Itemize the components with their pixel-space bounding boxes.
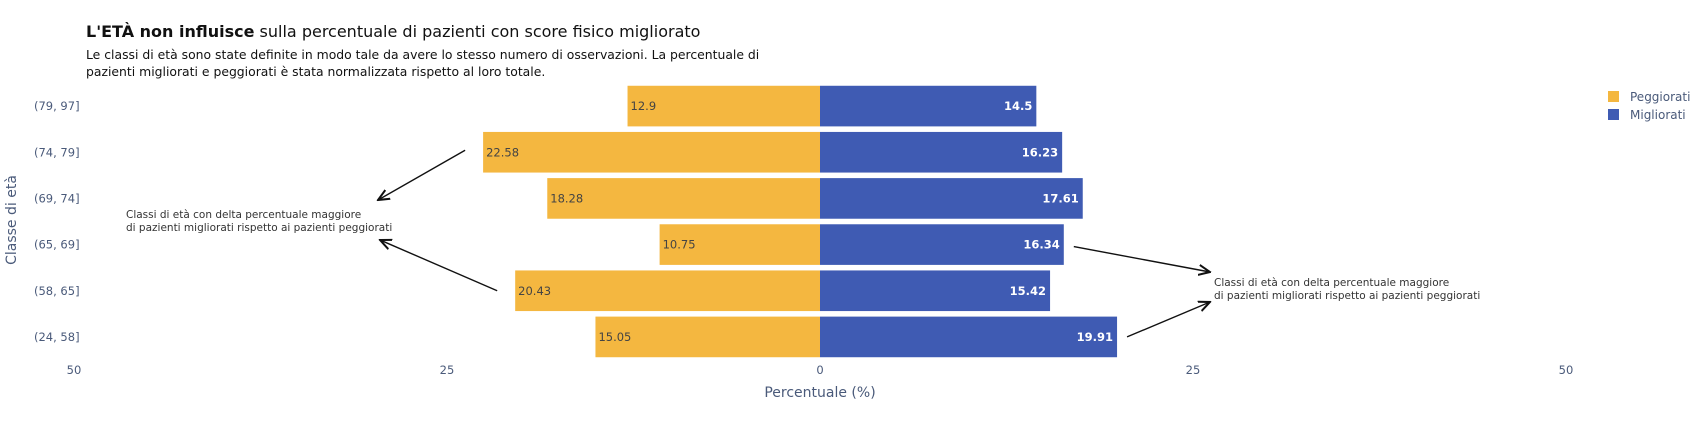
x-tick-label: 25: [440, 363, 455, 377]
y-tick-label: (69, 74]: [34, 191, 80, 205]
chart-subtitle: Le classi di età sono state definite in …: [86, 47, 760, 79]
bar-label-peggiorati-4: 22.58: [486, 145, 519, 159]
bar-migliorati-4[interactable]: [820, 131, 1063, 173]
bar-labels-layer: 15.05 20.43 10.75 18.28 22.58 12.9 19.91 15.42 1…: [486, 99, 1113, 344]
bar-migliorati-0[interactable]: [820, 316, 1118, 358]
bar-label-migliorati-1: 15.42: [1010, 284, 1046, 298]
x-tick-label: 25: [1186, 363, 1201, 377]
annotation-arrow: [1126, 302, 1210, 338]
bars-layer: [483, 85, 1118, 358]
bar-migliorati-1[interactable]: [820, 270, 1051, 312]
y-axis: (24, 58] (58, 65] (65, 69] (69, 74] (74, 79]…: [34, 99, 80, 344]
bar-label-peggiorati-2: 10.75: [663, 238, 696, 252]
annotation-left-text: di pazienti migliorati rispetto ai pazie…: [126, 222, 392, 234]
chart-title-bold: L'ETÀ non influisce: [86, 22, 255, 41]
legend[interactable]: Peggiorati Migliorati: [1608, 90, 1690, 122]
y-tick-label: (58, 65]: [34, 284, 80, 298]
bar-peggiorati-0[interactable]: [595, 316, 820, 358]
bar-migliorati-3[interactable]: [820, 178, 1083, 219]
bar-migliorati-5[interactable]: [820, 85, 1037, 127]
x-tick-label: 0: [816, 363, 823, 377]
legend-swatch-peggiorati[interactable]: [1608, 91, 1619, 102]
chart-title: L'ETÀ non influisce sulla percentuale di…: [86, 22, 700, 41]
legend-swatch-migliorati[interactable]: [1608, 109, 1619, 120]
bar-peggiorati-5[interactable]: [627, 85, 820, 127]
x-axis: 50 25 0 25 50: [67, 363, 1574, 377]
bar-label-peggiorati-3: 18.28: [550, 191, 583, 205]
annotation-arrow: [1073, 245, 1210, 272]
bar-migliorati-2[interactable]: [820, 224, 1064, 265]
bar-label-peggiorati-1: 20.43: [518, 284, 551, 298]
bar-label-migliorati-2: 16.34: [1023, 238, 1059, 252]
annotations-layer: Classi di età con delta percentuale magg…: [126, 149, 1480, 338]
bar-label-migliorati-4: 16.23: [1022, 145, 1058, 159]
y-tick-label: (74, 79]: [34, 145, 80, 159]
chart-title-rest: sulla percentuale di pazienti con score …: [254, 22, 701, 41]
legend-label-migliorati[interactable]: Migliorati: [1630, 108, 1686, 122]
bar-label-migliorati-0: 19.91: [1077, 330, 1113, 344]
x-tick-label: 50: [67, 363, 82, 377]
x-axis-title: Percentuale (%): [764, 385, 875, 401]
y-axis-title: Classe di età: [4, 175, 20, 265]
bar-peggiorati-1[interactable]: [515, 270, 820, 312]
bar-label-migliorati-3: 17.61: [1042, 191, 1078, 205]
bar-label-peggiorati-0: 15.05: [598, 330, 631, 344]
annotation-left-text: Classi di età con delta percentuale magg…: [126, 209, 361, 221]
annotation-right-text: Classi di età con delta percentuale magg…: [1214, 277, 1449, 289]
y-tick-label: (65, 69]: [34, 238, 80, 252]
bar-peggiorati-2[interactable]: [659, 224, 820, 265]
annotation-arrow: [378, 149, 466, 200]
y-tick-label: (79, 97]: [34, 99, 80, 113]
legend-label-peggiorati[interactable]: Peggiorati: [1630, 90, 1690, 104]
annotation-arrow: [380, 240, 498, 292]
bar-label-migliorati-5: 14.5: [1004, 99, 1032, 113]
bar-peggiorati-3[interactable]: [547, 178, 820, 219]
y-tick-label: (24, 58]: [34, 330, 80, 344]
bar-label-peggiorati-5: 12.9: [631, 99, 657, 113]
annotation-right-text: di pazienti migliorati rispetto ai pazie…: [1214, 290, 1480, 302]
bar-peggiorati-4[interactable]: [483, 131, 820, 173]
x-tick-label: 50: [1559, 363, 1574, 377]
